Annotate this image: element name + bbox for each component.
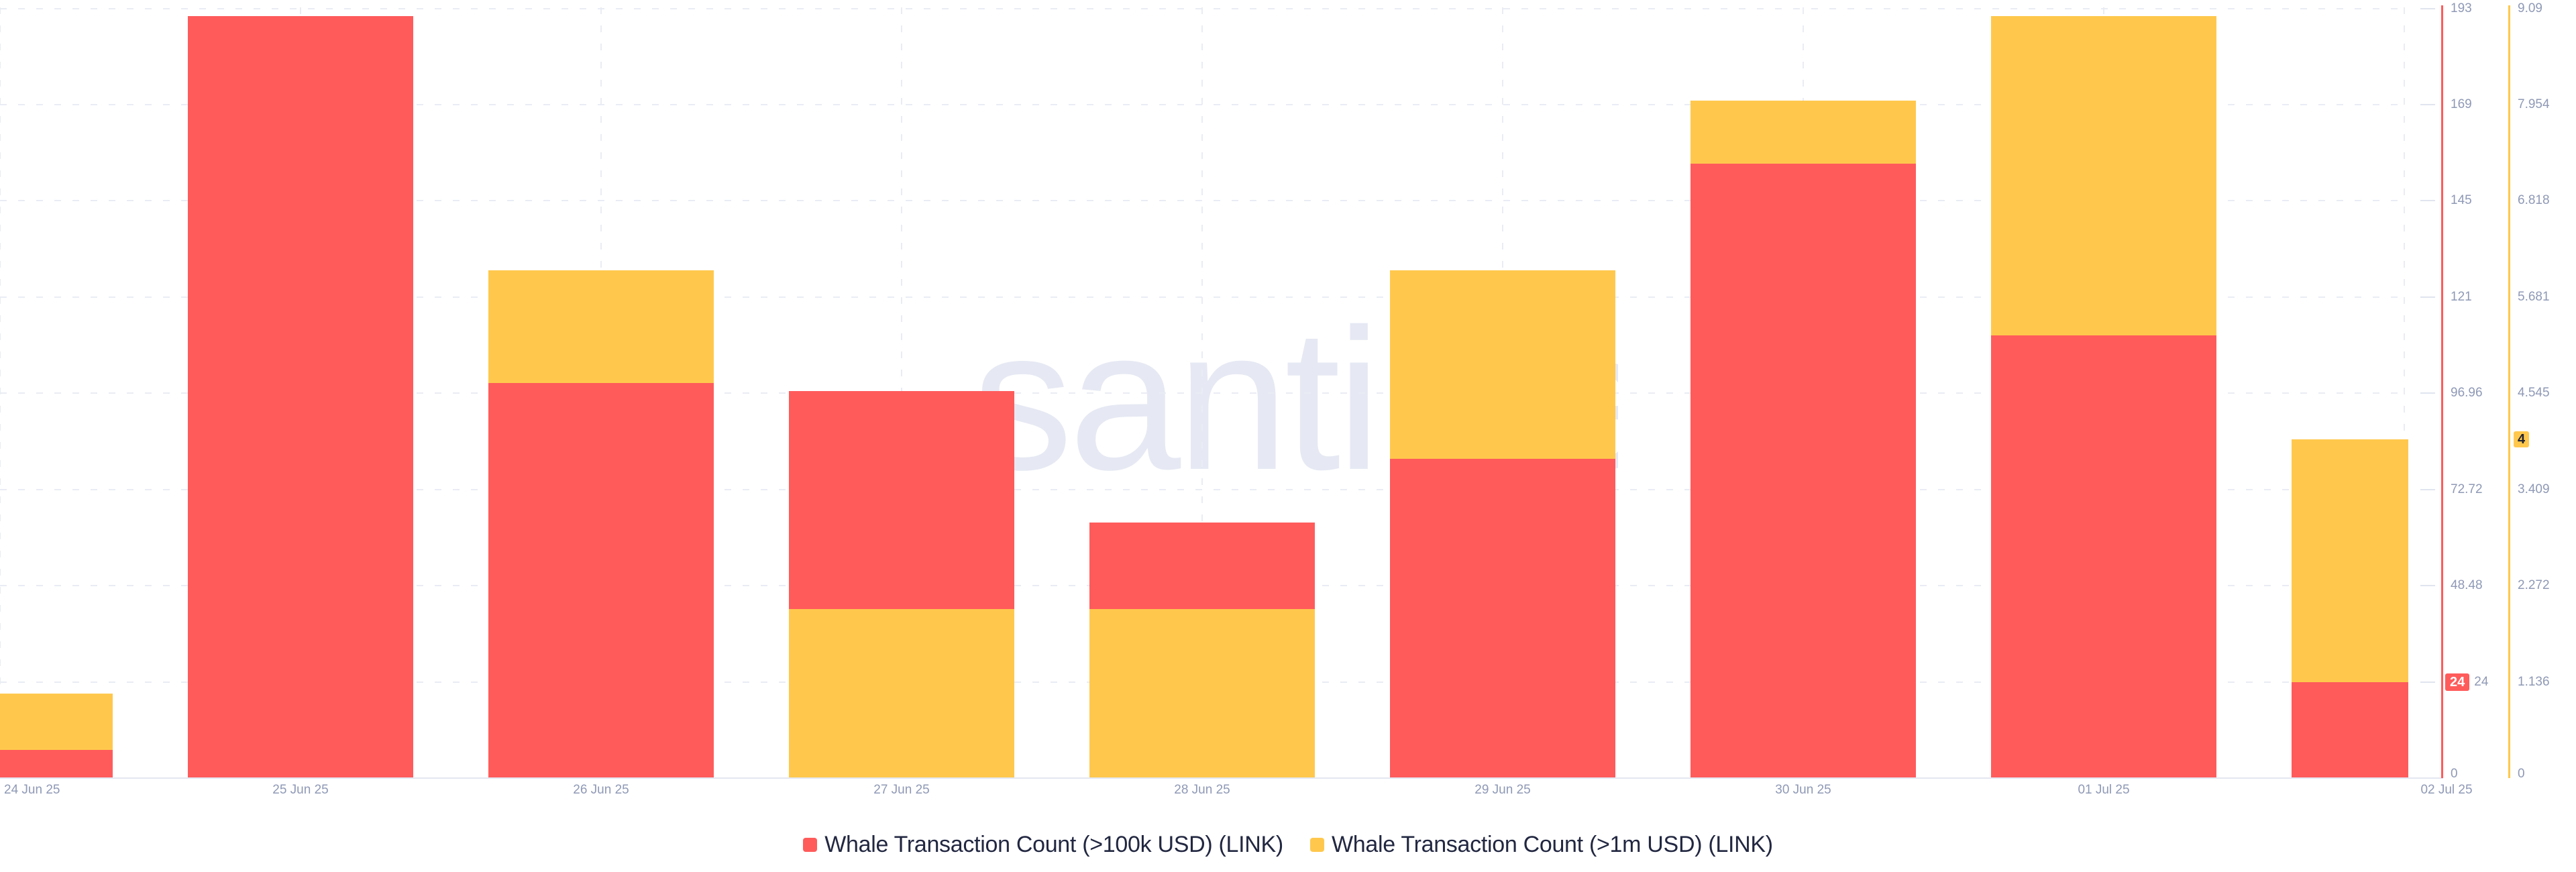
y-axis-tick-mark — [2420, 681, 2435, 683]
red-axis-tick-label: 193 — [2451, 1, 2472, 15]
red-current-value-badge-row: 24 24 — [2445, 673, 2488, 691]
red-axis-tick-label: 72.72 — [2451, 482, 2483, 496]
legend-item-whale-100k[interactable]: Whale Transaction Count (>100k USD) (LIN… — [803, 832, 1283, 858]
yellow-axis-tick-label: 1.136 — [2518, 674, 2550, 689]
red-axis-tick-label: 169 — [2451, 97, 2472, 111]
h-gridline — [0, 103, 2408, 105]
bar-red-25-Jun-25[interactable] — [188, 16, 413, 778]
legend-item-whale-1m[interactable]: Whale Transaction Count (>1m USD) (LINK) — [1309, 832, 1773, 858]
red-axis-tick-label: 0 — [2451, 767, 2458, 781]
bar-red-02-Jul-25[interactable] — [2292, 682, 2408, 778]
x-axis-label: 27 Jun 25 — [873, 783, 930, 797]
yellow-axis-tick-label: 2.272 — [2518, 578, 2550, 593]
x-axis-label: 02 Jul 25 — [2420, 783, 2473, 797]
v-gridline — [1201, 7, 1203, 778]
red-axis-tick-label: 48.48 — [2451, 578, 2483, 593]
chart-legend: Whale Transaction Count (>100k USD) (LIN… — [0, 832, 2576, 858]
yellow-axis-tick-label: 3.409 — [2518, 482, 2550, 496]
x-axis-label: 28 Jun 25 — [1174, 783, 1230, 797]
x-axis-label: 29 Jun 25 — [1474, 783, 1531, 797]
x-axis-label: 01 Jul 25 — [2078, 783, 2130, 797]
y-axis-tick-mark — [2420, 585, 2435, 587]
yellow-current-value-badge: 4 — [2514, 431, 2530, 448]
red-y-axis-line — [2441, 5, 2443, 778]
x-axis-label: 25 Jun 25 — [272, 783, 329, 797]
bar-yellow-27-Jun-25[interactable] — [789, 608, 1014, 778]
y-axis-tick-mark — [2420, 200, 2435, 202]
y-axis-tick-mark — [2420, 103, 2435, 105]
y-axis-tick-mark — [2420, 392, 2435, 394]
red-axis-tick-label: 121 — [2451, 289, 2472, 304]
y-axis-tick-mark — [2420, 296, 2435, 298]
bar-red-30-Jun-25[interactable] — [1690, 164, 1916, 778]
bar-red-01-Jul-25[interactable] — [1991, 335, 2216, 778]
h-gridline — [0, 7, 2408, 9]
h-gridline — [0, 296, 2408, 298]
legend-label: Whale Transaction Count (>1m USD) (LINK) — [1331, 832, 1773, 857]
red-current-value-badge: 24 — [2445, 673, 2470, 691]
yellow-y-axis-line — [2508, 5, 2510, 778]
legend-label: Whale Transaction Count (>100k USD) (LIN… — [824, 832, 1283, 857]
yellow-axis-tick-label: 6.818 — [2518, 193, 2550, 208]
x-axis-label: 26 Jun 25 — [573, 783, 629, 797]
h-gridline — [0, 200, 2408, 202]
v-gridline — [0, 7, 1, 778]
yellow-axis-tick-label: 4.545 — [2518, 386, 2550, 400]
red-axis-tick-label: 145 — [2451, 193, 2472, 208]
yellow-axis-tick-label: 0 — [2518, 767, 2525, 781]
h-gridline — [0, 488, 2408, 490]
x-axis-line — [0, 777, 2443, 779]
yellow-axis-tick-label: 5.681 — [2518, 289, 2550, 304]
y-axis-tick-mark — [2420, 7, 2435, 9]
legend-swatch-yellow — [1309, 838, 1324, 852]
bar-red-29-Jun-25[interactable] — [1390, 459, 1615, 778]
legend-swatch-red — [803, 838, 818, 852]
h-gridline — [0, 392, 2408, 394]
bar-yellow-28-Jun-25[interactable] — [1089, 608, 1315, 778]
v-gridline — [2404, 7, 2405, 778]
yellow-axis-tick-label: 9.09 — [2518, 1, 2542, 15]
bar-red-26-Jun-25[interactable] — [488, 383, 714, 778]
y-axis-tick-mark — [2420, 488, 2435, 490]
x-axis-label: 24 Jun 25 — [4, 783, 60, 797]
yellow-axis-tick-label: 7.954 — [2518, 97, 2550, 111]
plot-area[interactable]: .santiment — [0, 0, 2408, 778]
x-axis-label: 30 Jun 25 — [1775, 783, 1831, 797]
red-tick-label-rest: 24 — [2474, 674, 2489, 689]
bar-red-24-Jun-25[interactable] — [0, 750, 113, 778]
red-axis-tick-label: 96.96 — [2451, 386, 2483, 400]
